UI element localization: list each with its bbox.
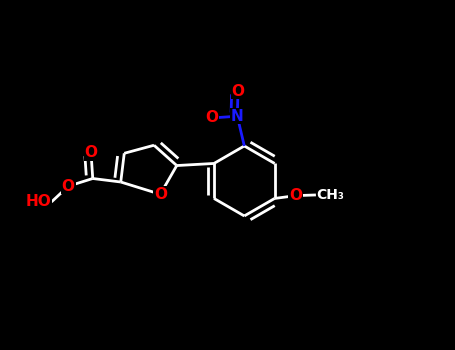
Text: O: O (206, 111, 218, 125)
Text: O: O (85, 145, 97, 160)
Text: O: O (232, 84, 244, 98)
Text: O: O (154, 187, 167, 202)
Text: HO: HO (25, 195, 51, 209)
Text: O: O (289, 188, 302, 203)
Text: N: N (231, 109, 244, 124)
Text: CH₃: CH₃ (316, 188, 344, 202)
Text: O: O (62, 179, 75, 194)
